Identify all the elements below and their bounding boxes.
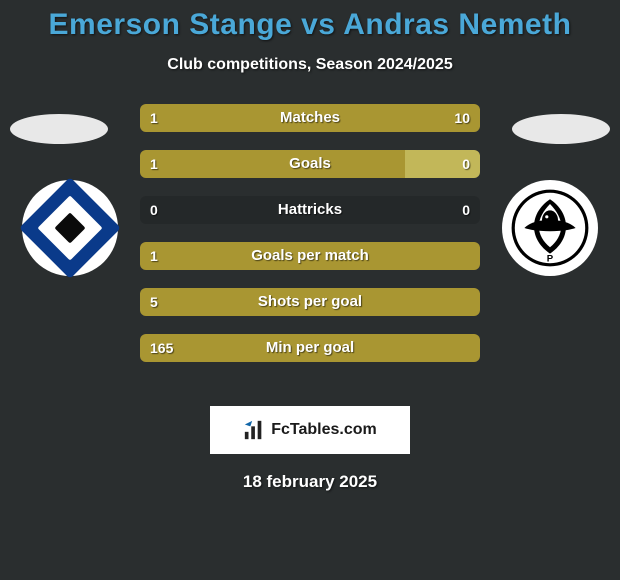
subtitle: Club competitions, Season 2024/2025 — [0, 56, 620, 74]
stat-row: 10Goals — [140, 150, 480, 178]
fctables-logo: FcTables.com — [210, 406, 410, 454]
stat-row: 165Min per goal — [140, 334, 480, 362]
eagle-logo-icon: P — [510, 188, 590, 268]
player-photo-right-placeholder — [512, 114, 610, 144]
comparison-chart: P 110Matches 10Goals 00Hattricks 1Goals per… — [0, 104, 620, 404]
stat-row: 1Goals per match — [140, 242, 480, 270]
stat-row: 5Shots per goal — [140, 288, 480, 316]
stat-row: 00Hattricks — [140, 196, 480, 224]
date-label: 18 february 2025 — [0, 472, 620, 492]
stat-bars: 110Matches 10Goals 00Hattricks 1Goals per m… — [140, 104, 480, 380]
svg-text:P: P — [547, 254, 554, 265]
bar-chart-icon — [243, 419, 265, 441]
stat-label: Goals — [140, 150, 480, 178]
page-title: Emerson Stange vs Andras Nemeth — [0, 0, 620, 42]
stat-label: Min per goal — [140, 334, 480, 362]
club-badge-left — [22, 180, 118, 276]
player-photo-left-placeholder — [10, 114, 108, 144]
logo-text: FcTables.com — [271, 421, 377, 439]
stat-label: Shots per goal — [140, 288, 480, 316]
stat-label: Goals per match — [140, 242, 480, 270]
club-badge-right: P — [502, 180, 598, 276]
stat-label: Matches — [140, 104, 480, 132]
stat-label: Hattricks — [140, 196, 480, 224]
hsv-logo-icon — [19, 177, 121, 279]
stat-row: 110Matches — [140, 104, 480, 132]
